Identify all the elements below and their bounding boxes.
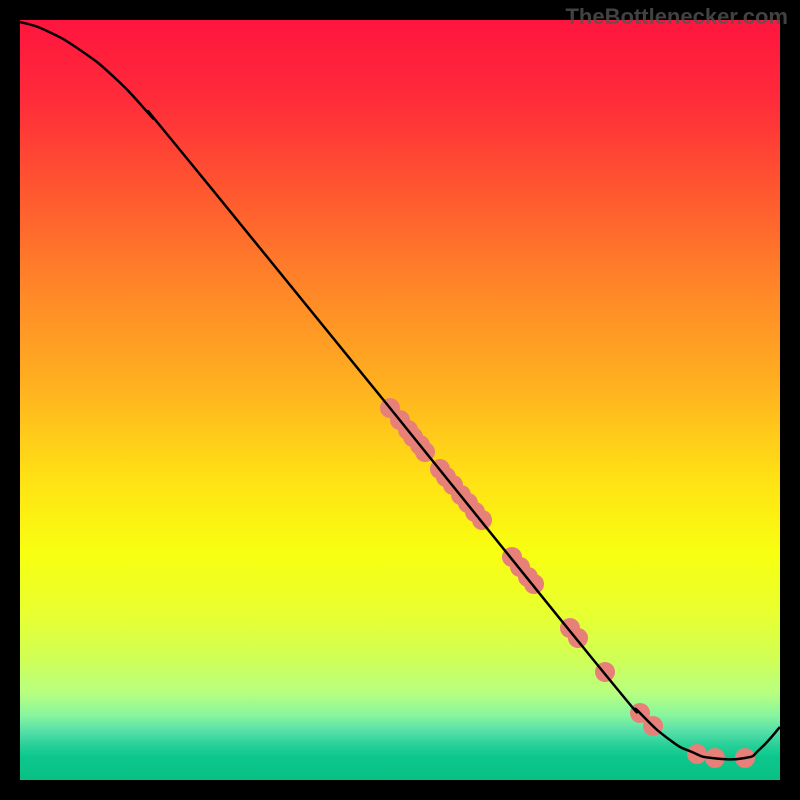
chart-gradient-bg xyxy=(20,20,780,780)
chart-stage: TheBottlenecker.com xyxy=(0,0,800,800)
bottleneck-chart-svg xyxy=(0,0,800,800)
